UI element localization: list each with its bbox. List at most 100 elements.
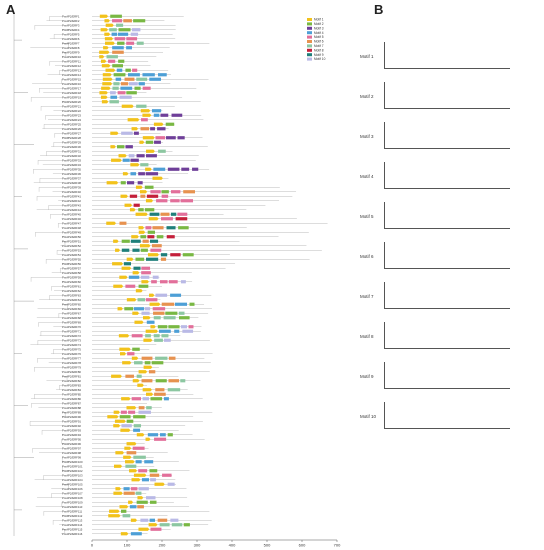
motif-box bbox=[145, 199, 154, 203]
x-axis-tick-label: 200 bbox=[159, 543, 166, 548]
motif-box bbox=[171, 523, 183, 527]
motif-box bbox=[162, 473, 172, 477]
motif-box bbox=[152, 176, 163, 180]
motif-box bbox=[152, 307, 166, 311]
motif-box bbox=[133, 266, 141, 270]
legend-label: Motif 7 bbox=[314, 44, 324, 48]
motif-box bbox=[110, 131, 119, 135]
motif-box bbox=[168, 325, 180, 329]
motif-box bbox=[144, 208, 155, 212]
gene-label: PmAP2/ERF104 bbox=[62, 478, 83, 482]
motif-box bbox=[167, 388, 181, 392]
motif-box bbox=[106, 221, 117, 225]
gene-label: PmAP2/ERF90 bbox=[62, 415, 81, 419]
motif-box bbox=[126, 257, 134, 261]
gene-label: PmAP2/ERF30 bbox=[62, 145, 81, 149]
gene-label: PmAP2/ERF36 bbox=[62, 172, 81, 176]
motif-box bbox=[101, 64, 111, 68]
motif-box bbox=[141, 379, 153, 383]
motif-box bbox=[141, 266, 151, 270]
motif-box bbox=[125, 464, 137, 468]
motif-box bbox=[133, 428, 141, 432]
gene-label: PmAP2/ERF8 bbox=[62, 46, 80, 50]
motif-box bbox=[160, 253, 168, 257]
gene-label: PmAP2/ERF4 bbox=[62, 28, 80, 32]
motif-box bbox=[135, 212, 148, 216]
motif-box bbox=[142, 73, 155, 77]
motif-box bbox=[125, 145, 133, 149]
motif-box bbox=[134, 320, 144, 324]
motif-box bbox=[148, 370, 156, 374]
sequence-logo bbox=[384, 202, 511, 228]
motif-box bbox=[100, 59, 107, 63]
motif-box bbox=[131, 28, 141, 32]
gene-label: PmAP2/ERF63 bbox=[62, 293, 81, 297]
motif-box bbox=[113, 82, 120, 86]
motif-box bbox=[117, 307, 123, 311]
motif-box bbox=[178, 226, 189, 230]
motif-box bbox=[174, 302, 188, 306]
gene-label: PmAP2/ERF57 bbox=[62, 266, 81, 270]
sequence-logo bbox=[384, 122, 511, 148]
motif-box bbox=[145, 298, 158, 302]
motif-box bbox=[120, 86, 133, 90]
gene-label: PmAP2/ERF54 bbox=[62, 253, 81, 257]
motif-box bbox=[112, 50, 124, 54]
motif-box bbox=[121, 248, 130, 252]
motif-box bbox=[146, 149, 155, 153]
logo-baseline bbox=[384, 388, 510, 389]
gene-label: PmAP2/ERF97 bbox=[62, 446, 81, 450]
motif-box bbox=[126, 37, 138, 41]
motif-box bbox=[115, 487, 122, 491]
motif-box bbox=[129, 194, 138, 198]
motif-box bbox=[138, 230, 146, 234]
logo-baseline bbox=[384, 188, 510, 189]
motif-box bbox=[137, 496, 144, 500]
motif-box bbox=[124, 203, 133, 207]
gene-label: PmAP2/ERF31 bbox=[62, 149, 81, 153]
motif-box bbox=[138, 410, 151, 414]
motif-box bbox=[139, 244, 151, 248]
gene-label: PmAP2/ERF73 bbox=[62, 338, 81, 342]
motif-box bbox=[121, 131, 133, 135]
motif-logo-label: Motif 4 bbox=[360, 174, 374, 179]
gene-label: PmAP2/ERF88 bbox=[62, 406, 81, 410]
gene-label: PmAP2/ERF20 bbox=[62, 100, 81, 104]
logo-baseline bbox=[384, 108, 510, 109]
motif-box bbox=[139, 140, 145, 144]
motif-box bbox=[134, 86, 141, 90]
motif-box bbox=[135, 257, 145, 261]
motif-box bbox=[133, 19, 146, 23]
motif-box bbox=[155, 388, 165, 392]
logo-baseline bbox=[384, 148, 510, 149]
motif-box bbox=[126, 419, 134, 423]
motif-box bbox=[129, 469, 138, 473]
motif-box bbox=[150, 325, 156, 329]
motif-box bbox=[132, 68, 138, 72]
legend-label: Motif 3 bbox=[314, 26, 324, 30]
gene-label: PmAP2/ERF61 bbox=[62, 284, 81, 288]
gene-label: PmAP2/ERF42 bbox=[62, 199, 81, 203]
motif-box bbox=[180, 199, 194, 203]
motif-box bbox=[133, 203, 140, 207]
motif-box bbox=[110, 145, 116, 149]
gene-label: PmAP2/ERF79 bbox=[62, 365, 81, 369]
motif-box bbox=[144, 185, 154, 189]
motif-box bbox=[111, 374, 122, 378]
motif-box bbox=[140, 518, 149, 522]
legend-label: Motif 9 bbox=[314, 53, 324, 57]
gene-label: PmAP2/ERF29 bbox=[62, 140, 81, 144]
motif-box bbox=[170, 190, 181, 194]
motif-box bbox=[143, 338, 153, 342]
gene-label: PmAP2/ERF84 bbox=[62, 388, 81, 392]
motif-box bbox=[112, 86, 119, 90]
motif-box bbox=[166, 136, 176, 140]
motif-box bbox=[119, 347, 131, 351]
motif-box bbox=[132, 311, 140, 315]
gene-label: PmAP2/ERF85 bbox=[62, 392, 81, 396]
motif-box bbox=[149, 302, 161, 306]
gene-label: PmAP2/ERF115 bbox=[62, 527, 83, 531]
motif-box bbox=[149, 212, 160, 216]
motif-box bbox=[140, 235, 147, 239]
motif-box bbox=[148, 523, 158, 527]
